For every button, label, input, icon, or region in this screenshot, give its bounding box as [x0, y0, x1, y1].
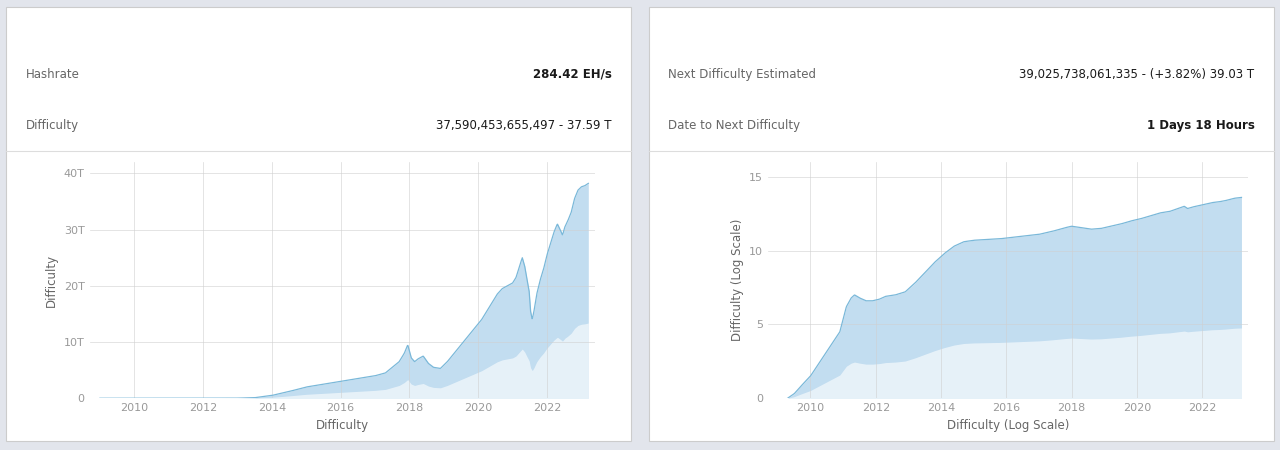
Y-axis label: Difficulty (Log Scale): Difficulty (Log Scale) [731, 219, 744, 341]
Text: Hashrate: Hashrate [26, 68, 79, 81]
Text: 39,025,738,061,335 - (+3.82%) 39.03 T: 39,025,738,061,335 - (+3.82%) 39.03 T [1019, 68, 1254, 81]
Text: Difficulty: Difficulty [26, 120, 79, 132]
Text: Next Difficulty Estimated: Next Difficulty Estimated [668, 68, 817, 81]
Text: 1 Days 18 Hours: 1 Days 18 Hours [1147, 120, 1254, 132]
Text: 284.42 EH/s: 284.42 EH/s [532, 68, 612, 81]
X-axis label: Difficulty (Log Scale): Difficulty (Log Scale) [947, 418, 1069, 432]
Y-axis label: Difficulty: Difficulty [45, 253, 59, 307]
X-axis label: Difficulty: Difficulty [316, 418, 369, 432]
Text: 37,590,453,655,497 - 37.59 T: 37,590,453,655,497 - 37.59 T [436, 120, 612, 132]
Text: Date to Next Difficulty: Date to Next Difficulty [668, 120, 800, 132]
